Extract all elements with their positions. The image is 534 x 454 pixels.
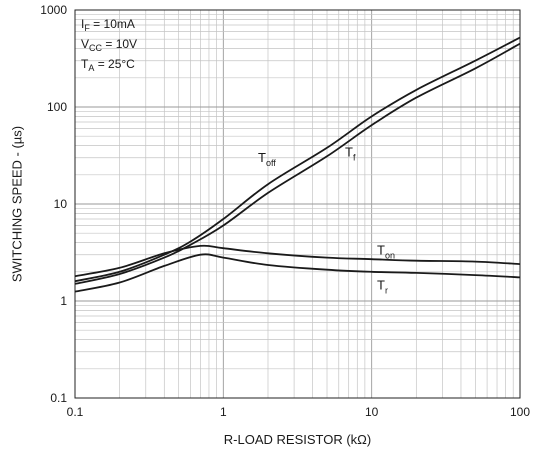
test-conditions: IF = 10mA VCC = 10V TA = 25°C (81, 17, 137, 73)
x-tick-label: 10 (365, 405, 379, 419)
condition-line: IF = 10mA (81, 17, 135, 33)
y-tick-label: 1 (60, 294, 67, 308)
y-tick-label: 0.1 (50, 391, 67, 405)
curve-tr (74, 253, 521, 293)
x-tick-label: 100 (510, 405, 530, 419)
tick-labels: 0.1 1 10 100 0.1 1 10 100 1000 (40, 3, 530, 419)
curve-label-tr: Tr (377, 278, 388, 296)
condition-line: VCC = 10V (81, 37, 137, 53)
curve-label-ton: Ton (377, 243, 395, 261)
curve-label-toff: Toff (258, 150, 276, 168)
x-tick-label: 0.1 (67, 405, 84, 419)
curve-ton (74, 244, 521, 278)
curve-label-tf: Tf (345, 144, 356, 162)
y-tick-label: 1000 (40, 3, 67, 17)
y-tick-label: 100 (47, 100, 67, 114)
y-axis-title: SWITCHING SPEED - (µs) (9, 126, 24, 282)
x-tick-label: 1 (220, 405, 227, 419)
curve-toff (74, 36, 521, 283)
curve-tf (74, 42, 521, 285)
x-axis-title: R-LOAD RESISTOR (kΩ) (224, 432, 371, 447)
curves (74, 36, 521, 293)
curve-labels: Toff Tf Ton Tr (258, 144, 395, 295)
y-tick-label: 10 (54, 197, 68, 211)
condition-line: TA = 25°C (81, 57, 135, 73)
grid-lines (75, 10, 520, 398)
plot-frame (74, 9, 521, 399)
